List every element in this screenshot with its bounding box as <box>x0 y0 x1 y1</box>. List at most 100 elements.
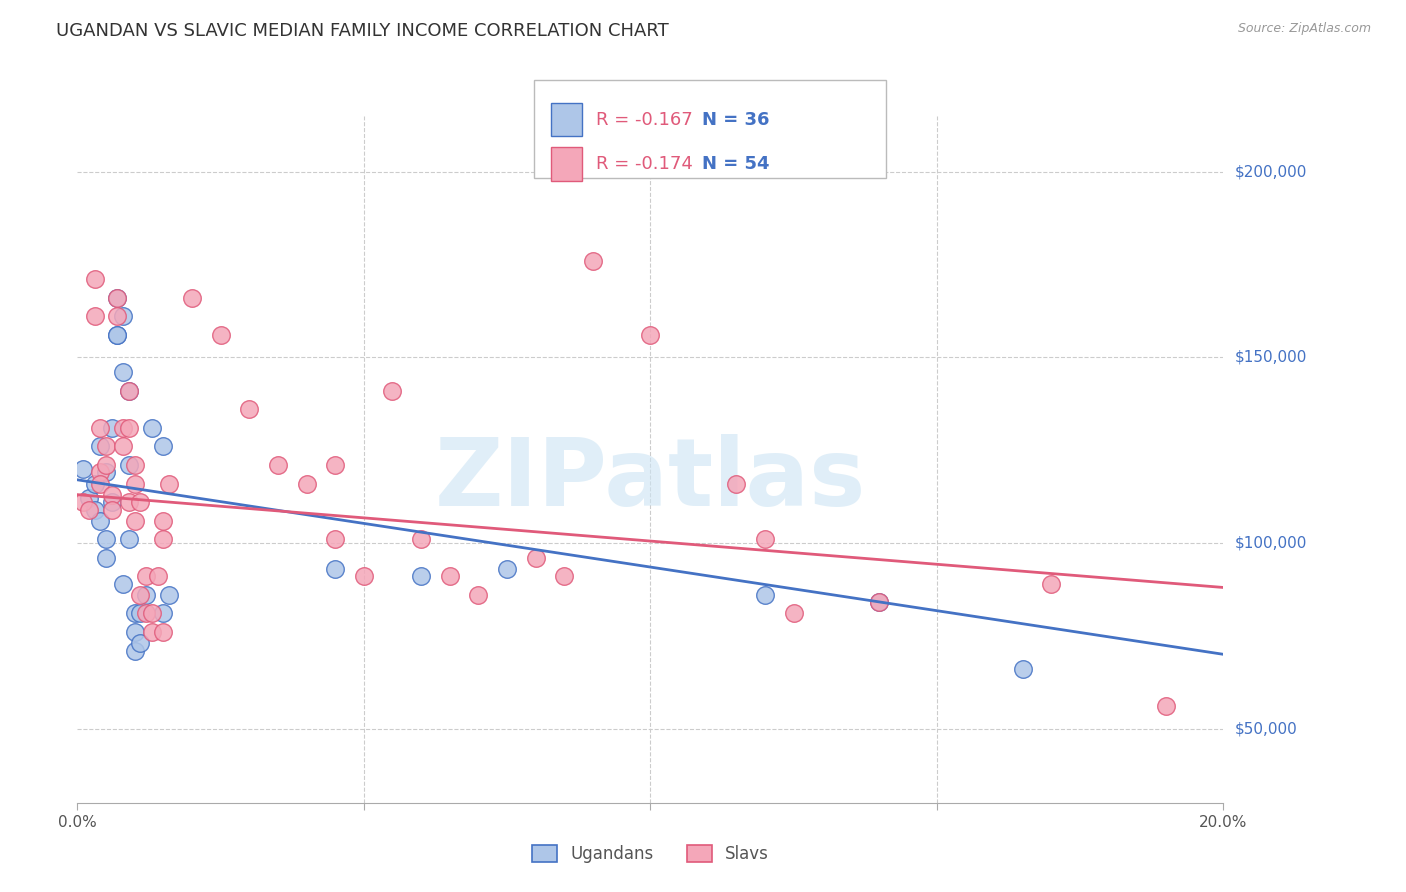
Point <box>439 569 461 583</box>
Text: $50,000: $50,000 <box>1234 721 1298 736</box>
Text: UGANDAN VS SLAVIC MEDIAN FAMILY INCOME CORRELATION CHART: UGANDAN VS SLAVIC MEDIAN FAMILY INCOME C… <box>56 22 669 40</box>
Point <box>83 310 105 324</box>
Point <box>869 595 891 609</box>
Point <box>782 607 804 621</box>
Text: R = -0.174: R = -0.174 <box>596 154 693 173</box>
Point <box>157 476 180 491</box>
Point <box>129 588 152 602</box>
Point <box>118 495 141 509</box>
Point <box>725 476 748 491</box>
Text: ZIPatlas: ZIPatlas <box>434 434 866 526</box>
Point <box>112 421 135 435</box>
Point <box>72 461 94 475</box>
Point <box>118 458 141 472</box>
Point <box>107 328 129 343</box>
Point <box>94 458 117 472</box>
Point <box>100 488 122 502</box>
Text: Source: ZipAtlas.com: Source: ZipAtlas.com <box>1237 22 1371 36</box>
Point <box>72 495 94 509</box>
Point <box>141 607 163 621</box>
Point <box>94 550 117 565</box>
Point <box>124 643 146 657</box>
Point <box>381 384 404 398</box>
Point <box>124 607 146 621</box>
Point <box>353 569 375 583</box>
Point <box>152 625 174 640</box>
Point <box>754 588 776 602</box>
Point <box>152 607 174 621</box>
Point <box>496 562 519 576</box>
Point <box>89 466 111 480</box>
Point <box>553 569 575 583</box>
Point <box>77 491 100 506</box>
Point <box>89 421 111 435</box>
Point <box>112 576 135 591</box>
Point <box>118 384 141 398</box>
Point <box>107 291 129 305</box>
Point <box>209 328 232 343</box>
Point <box>77 502 100 516</box>
Point <box>129 495 152 509</box>
Point <box>411 569 433 583</box>
Point <box>754 532 776 546</box>
Text: $100,000: $100,000 <box>1234 535 1306 550</box>
Point <box>100 502 122 516</box>
Point <box>135 588 157 602</box>
Point <box>94 466 117 480</box>
Point <box>118 532 141 546</box>
Point <box>112 310 135 324</box>
Point <box>83 476 105 491</box>
Point <box>129 636 152 650</box>
Point <box>152 532 174 546</box>
Point <box>135 569 157 583</box>
Point <box>141 421 163 435</box>
Text: $200,000: $200,000 <box>1234 164 1306 179</box>
Point <box>323 562 346 576</box>
Point <box>869 595 891 609</box>
Point <box>118 384 141 398</box>
Point <box>124 476 146 491</box>
Point <box>112 365 135 379</box>
Point <box>323 532 346 546</box>
Point <box>100 421 122 435</box>
Point <box>267 458 290 472</box>
Point <box>89 476 111 491</box>
Point <box>89 439 111 453</box>
Point <box>141 625 163 640</box>
Point <box>157 588 180 602</box>
Point <box>100 495 122 509</box>
Point <box>124 458 146 472</box>
Point <box>89 514 111 528</box>
Point <box>1011 662 1033 676</box>
Point <box>94 532 117 546</box>
Point <box>107 328 129 343</box>
Point <box>524 550 547 565</box>
Point <box>152 514 174 528</box>
Legend: Ugandans, Slavs: Ugandans, Slavs <box>524 838 776 870</box>
Point <box>323 458 346 472</box>
Point <box>640 328 662 343</box>
Point <box>83 502 105 516</box>
Point <box>238 402 260 417</box>
Point <box>118 421 141 435</box>
Point <box>94 439 117 453</box>
Point <box>112 439 135 453</box>
Point <box>1154 699 1177 714</box>
Point <box>135 607 157 621</box>
Point <box>152 439 174 453</box>
Text: N = 54: N = 54 <box>702 154 769 173</box>
Text: N = 36: N = 36 <box>702 111 769 128</box>
Point <box>124 625 146 640</box>
Text: R = -0.167: R = -0.167 <box>596 111 693 128</box>
Point <box>107 310 129 324</box>
Point <box>295 476 318 491</box>
Text: $150,000: $150,000 <box>1234 350 1306 365</box>
Point <box>582 253 605 268</box>
Point <box>146 569 169 583</box>
Point <box>124 514 146 528</box>
Point <box>129 607 152 621</box>
Point <box>1040 576 1063 591</box>
Point <box>411 532 433 546</box>
Point <box>107 291 129 305</box>
Point <box>180 291 204 305</box>
